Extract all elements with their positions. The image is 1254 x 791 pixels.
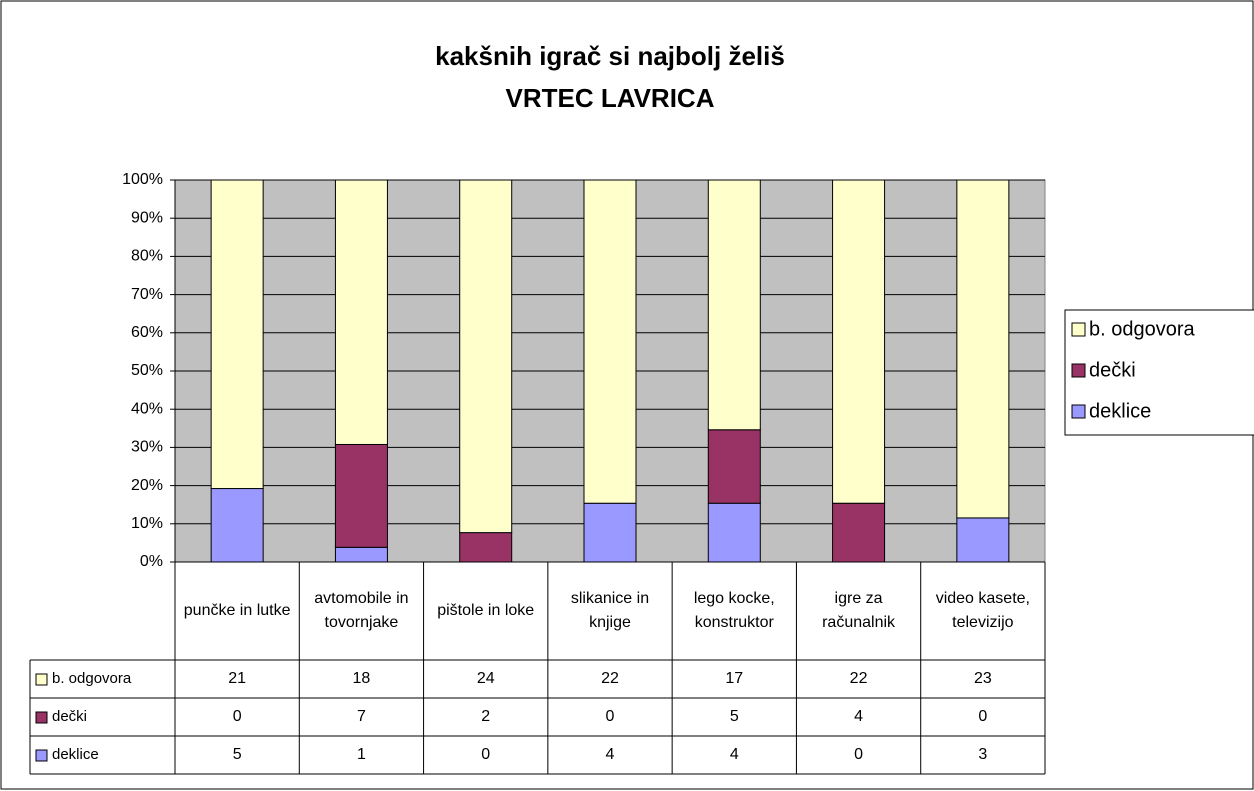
legend-label: b. odgovora	[1089, 318, 1196, 340]
bar-segment	[334, 546, 388, 563]
y-tick-label: 90%	[131, 209, 163, 226]
x-tick-label: video kasete, televizijo	[935, 590, 1030, 631]
table-cell: 23	[974, 670, 992, 687]
bar-segment	[707, 429, 761, 504]
bar-segment	[210, 179, 264, 490]
table-cell: 4	[606, 746, 615, 763]
bar-segment	[832, 179, 886, 504]
table-cell: 0	[606, 708, 615, 725]
x-tick-label: punčke in lutke	[183, 602, 291, 619]
y-tick-label: 60%	[131, 324, 163, 341]
y-tick-label: 40%	[131, 400, 163, 417]
bar-segment	[707, 502, 761, 563]
table-cell: 18	[353, 670, 371, 687]
table-cell: 0	[233, 708, 242, 725]
x-tick-label: slikanice in knjige	[570, 590, 650, 631]
y-tick-label: 10%	[131, 515, 163, 532]
bar-segment	[210, 488, 264, 563]
table-row-label: dečki	[52, 708, 87, 725]
table-cell: 3	[978, 746, 987, 763]
y-tick-label: 100%	[122, 171, 163, 188]
table-cell: 17	[725, 670, 743, 687]
table-cell: 1	[357, 746, 366, 763]
chart-title: kakšnih igrač si najbolj želiš	[435, 41, 785, 71]
chart-subtitle: VRTEC LAVRICA	[506, 83, 715, 113]
table-cell: 0	[481, 746, 490, 763]
legend-box	[1064, 309, 1254, 436]
x-tick-label: lego kocke, konstruktor	[693, 590, 775, 631]
y-tick-label: 80%	[131, 248, 163, 265]
table-cell: 2	[481, 708, 490, 725]
table-cell: 0	[854, 746, 863, 763]
bar-segment	[956, 517, 1010, 563]
bar-segment	[583, 502, 637, 563]
bar-segment	[707, 179, 761, 431]
table-cell: 22	[850, 670, 868, 687]
table-cell: 4	[854, 708, 863, 725]
legend-label: dečki	[1089, 359, 1136, 381]
table-cell: 4	[730, 746, 739, 763]
legend-key	[1071, 404, 1086, 419]
table-cell: 0	[978, 708, 987, 725]
table-cell: 24	[477, 670, 495, 687]
x-tick-label: avtomobile in tovornjake	[314, 590, 409, 631]
table-legend-key	[35, 673, 48, 686]
x-tick-label: igre za računalnik	[822, 590, 896, 631]
x-tick-label: pištole in loke	[437, 602, 535, 619]
bar-segment	[956, 179, 1010, 519]
bar-segment	[334, 179, 388, 445]
table-legend-key	[35, 749, 48, 762]
bar-segment	[583, 179, 637, 504]
legend-key	[1071, 363, 1086, 378]
table-cell: 21	[228, 670, 246, 687]
bar-segment	[832, 502, 886, 563]
table-cell: 7	[357, 708, 366, 725]
legend-label: deklice	[1089, 400, 1151, 422]
table-row-label: deklice	[52, 746, 99, 763]
y-tick-label: 30%	[131, 439, 163, 456]
bar-segment	[459, 179, 513, 534]
table-row-label: b. odgovora	[52, 670, 132, 687]
y-tick-label: 20%	[131, 477, 163, 494]
table-legend-key	[35, 711, 48, 724]
table-cell: 5	[730, 708, 739, 725]
y-tick-label: 0%	[140, 553, 163, 570]
bar-segment	[334, 443, 388, 548]
table-cell: 22	[601, 670, 619, 687]
y-tick-label: 50%	[131, 362, 163, 379]
legend-key	[1071, 322, 1086, 337]
table-cell: 5	[233, 746, 242, 763]
bar-segment	[459, 532, 513, 563]
y-tick-label: 70%	[131, 286, 163, 303]
